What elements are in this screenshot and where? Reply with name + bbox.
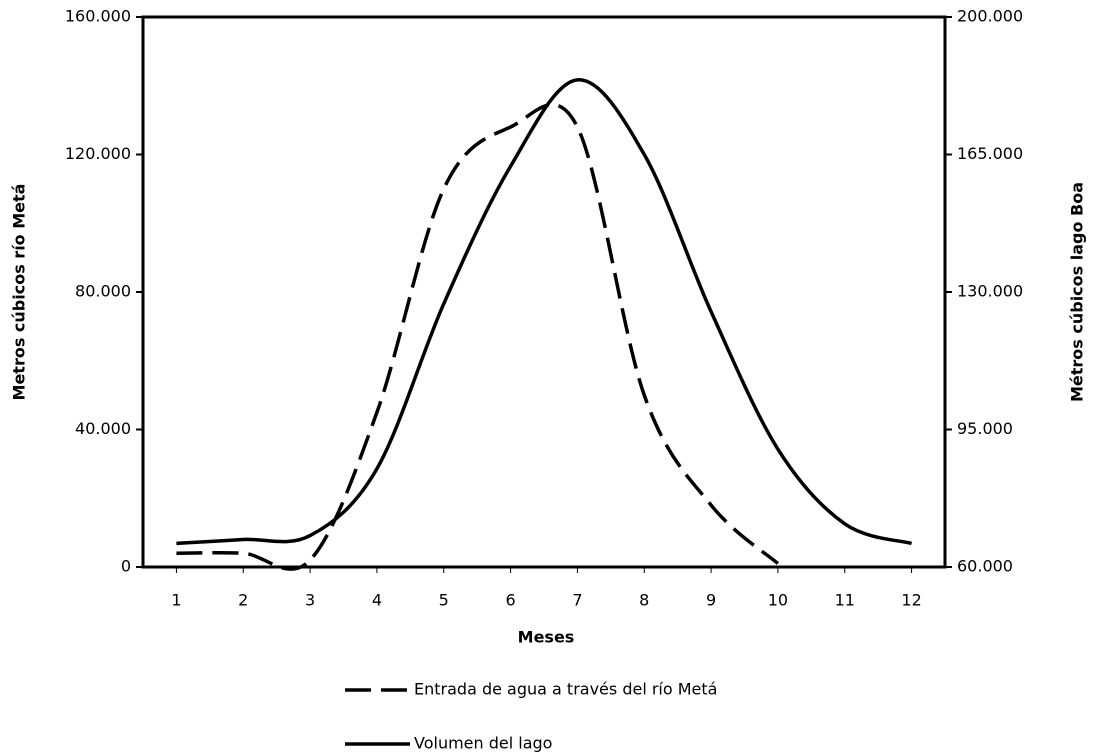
y2-tick-label: 60.000 [957,557,1013,576]
y-tick-label: 120.000 [65,144,131,163]
x-tick-label: 5 [439,591,449,610]
y-tick-label: 0 [121,557,131,576]
y-tick-label: 80.000 [75,282,131,301]
x-axis-label: Meses [518,628,575,647]
x-tick-label: 10 [768,591,788,610]
x-tick-label: 12 [901,591,921,610]
y2-tick-label: 200.000 [957,7,1023,26]
x-tick-label: 2 [238,591,248,610]
x-tick-label: 1 [171,591,181,610]
legend-label: Entrada de agua a través del río Metá [414,680,717,699]
y2-axis-label: Métros cúbicos lago Boa [1068,182,1087,402]
legend-label: Volumen del lago [414,734,552,753]
x-tick-label: 9 [706,591,716,610]
x-tick-label: 6 [505,591,515,610]
y2-tick-label: 95.000 [957,419,1013,438]
plot-frame [141,15,947,569]
y2-tick-label: 165.000 [957,144,1023,163]
y-axis-label: Metros cúbicos río Metá [10,184,29,401]
y-tick-label: 160.000 [65,7,131,26]
y2-tick-label: 130.000 [957,282,1023,301]
x-tick-label: 3 [305,591,315,610]
y-tick-label: 40.000 [75,419,131,438]
x-tick-label: 8 [639,591,649,610]
series-line [176,78,913,546]
x-tick-label: 7 [572,591,582,610]
x-tick-label: 4 [372,591,382,610]
series-line [176,102,780,571]
x-tick-label: 11 [835,591,855,610]
